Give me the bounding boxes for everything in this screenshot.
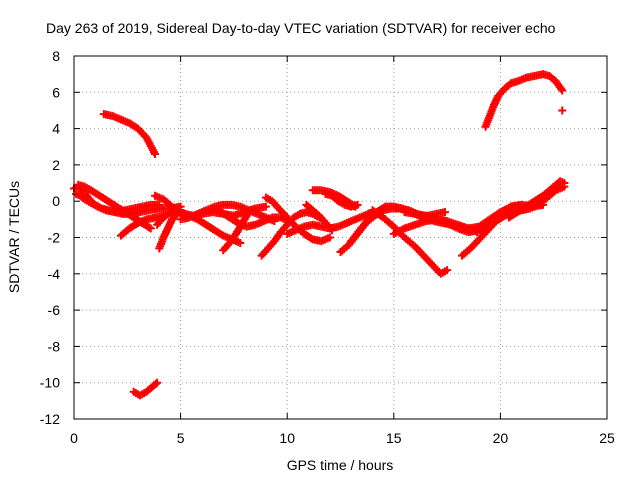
y-tick-label: -12	[40, 411, 60, 427]
data-point	[558, 86, 567, 95]
data-point	[261, 202, 270, 211]
x-axis-label: GPS time / hours	[287, 457, 394, 473]
data-point	[440, 208, 449, 217]
x-tick-label: 10	[279, 430, 295, 446]
y-tick-label: 0	[52, 193, 60, 209]
plot-frame	[73, 55, 608, 420]
series-prn-h	[153, 208, 245, 247]
data-point	[146, 224, 155, 233]
y-axis-label: SDTVAR / TECUs	[6, 181, 22, 293]
data-point	[560, 179, 569, 188]
data-point	[325, 233, 334, 242]
series-prn-e	[116, 211, 168, 240]
series-prn-z	[481, 70, 567, 131]
series-prn-f	[129, 378, 162, 400]
y-tick-label: -4	[48, 266, 61, 282]
data-point	[244, 208, 253, 217]
data-point	[151, 150, 160, 159]
series-prn-r	[321, 189, 362, 211]
series-prn-w	[400, 200, 548, 237]
x-tick-label: 0	[70, 430, 78, 446]
series-prn-x	[458, 182, 569, 260]
data-point	[558, 106, 567, 115]
y-tick-label: 2	[52, 157, 60, 173]
x-tick-label: 15	[386, 430, 402, 446]
axis-ticks: 0 5 10 15 20 25 -12 -10 -8 -6 -4 -2 0 2 4 6 8	[40, 48, 615, 446]
series-prn-z2	[558, 106, 567, 115]
y-tick-label: -10	[40, 375, 60, 391]
data-point	[327, 226, 336, 235]
series-prn-d	[99, 110, 160, 159]
y-tick-label: 8	[52, 48, 60, 64]
chart-title: Day 263 of 2019, Sidereal Day-to-day VTE…	[46, 20, 556, 36]
x-tick-label: 25	[599, 430, 615, 446]
y-tick-label: 4	[52, 121, 60, 137]
series-prn-p	[302, 200, 336, 235]
series-prn-i	[155, 206, 185, 253]
data-point	[236, 238, 245, 247]
data-point	[176, 206, 185, 215]
series-prn-y	[504, 177, 569, 222]
data-point	[153, 378, 162, 387]
x-tick-label: 20	[493, 430, 509, 446]
series-prn-c	[74, 180, 155, 233]
series-prn-l	[219, 208, 253, 255]
data-point	[443, 266, 452, 275]
y-tick-label: 6	[52, 84, 60, 100]
y-tick-label: -8	[48, 338, 61, 354]
data-points	[70, 70, 569, 400]
y-tick-label: -6	[48, 302, 61, 318]
x-tick-label: 5	[177, 430, 185, 446]
data-point	[353, 200, 362, 209]
data-point	[151, 379, 160, 388]
grid-lines	[74, 56, 607, 419]
y-tick-label: -2	[48, 230, 61, 246]
